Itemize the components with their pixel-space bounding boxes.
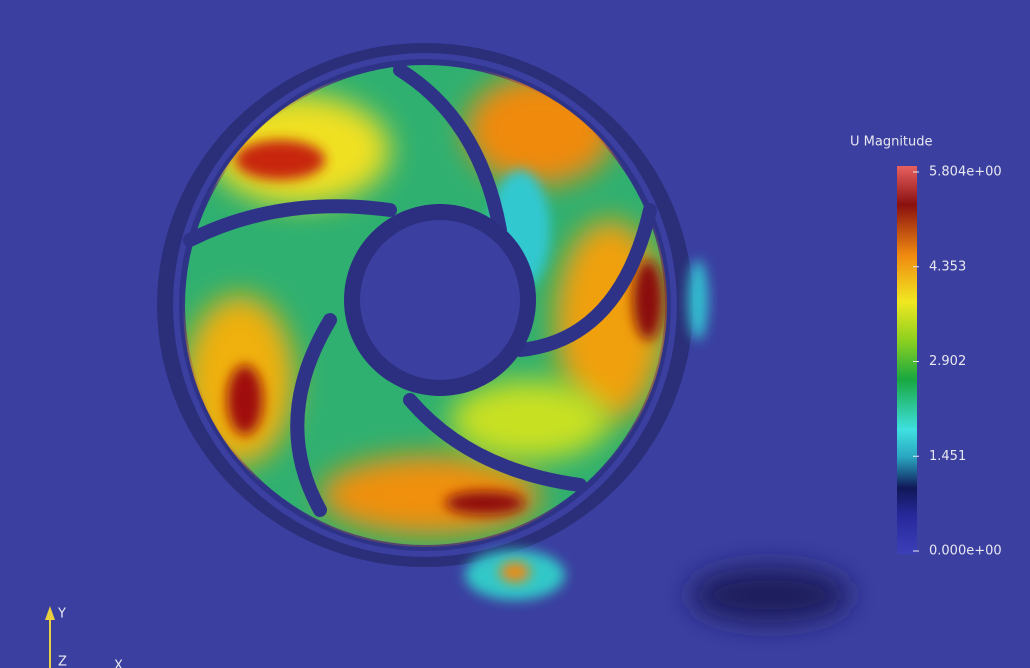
tick-label: 2.902 — [929, 354, 966, 369]
colorbar-title: U Magnitude — [850, 135, 933, 150]
side-jet — [688, 260, 708, 340]
hub-bore — [360, 220, 520, 380]
tick-label: 1.451 — [929, 449, 966, 464]
z-axis-label: Z — [58, 655, 67, 668]
tick-label: 0.000e+00 — [929, 544, 1002, 559]
viewport: U Magnitude 5.804e+00 4.353 2.902 1.451 0.00… — [0, 0, 1030, 668]
jet-core — [500, 562, 530, 582]
color-scale — [897, 166, 917, 554]
wake — [690, 567, 850, 623]
y-axis-label: Y — [57, 607, 66, 622]
x-axis-label: X — [114, 659, 123, 668]
tick-label: 5.804e+00 — [929, 165, 1002, 180]
tick-label: 4.353 — [929, 259, 966, 274]
